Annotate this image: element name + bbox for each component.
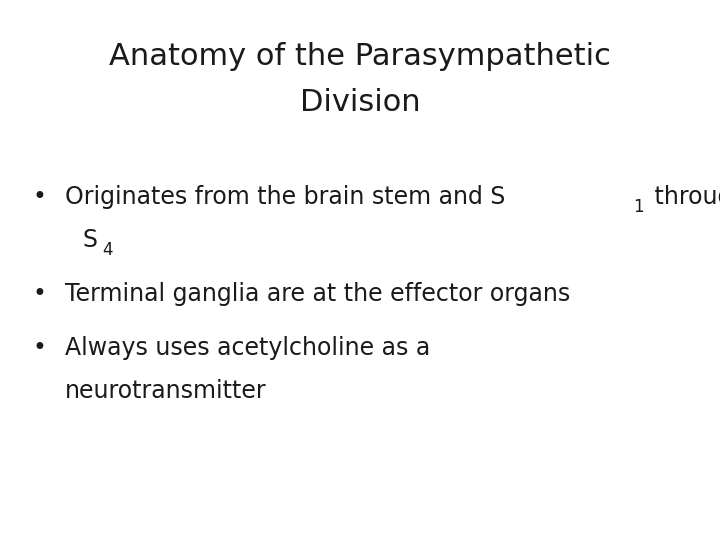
Text: •: • [32,282,47,306]
Text: Terminal ganglia are at the effector organs: Terminal ganglia are at the effector org… [65,282,570,306]
Text: •: • [32,185,47,209]
Text: S: S [83,228,98,252]
Text: neurotransmitter: neurotransmitter [65,380,266,403]
Text: Division: Division [300,88,420,117]
Text: Originates from the brain stem and S: Originates from the brain stem and S [65,185,505,209]
Text: Anatomy of the Parasympathetic: Anatomy of the Parasympathetic [109,42,611,71]
Text: •: • [32,336,47,360]
Text: 4: 4 [102,241,112,259]
Text: through: through [647,185,720,209]
Text: 1: 1 [633,198,644,216]
Text: Always uses acetylcholine as a: Always uses acetylcholine as a [65,336,430,360]
